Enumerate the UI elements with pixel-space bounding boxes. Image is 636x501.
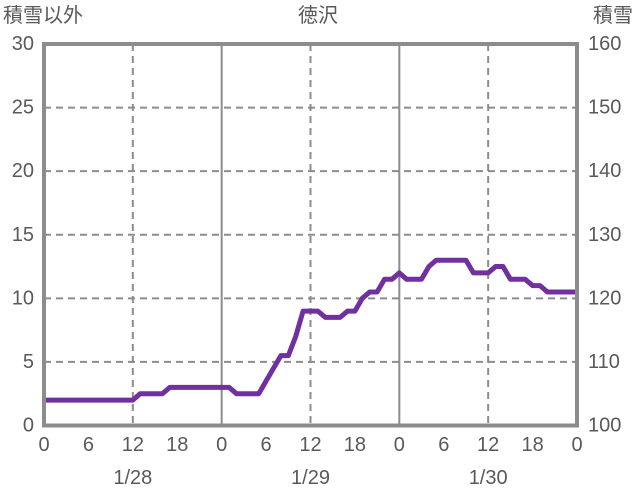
right-tick-label: 160 [588,33,621,55]
right-axis-tick-labels: 160 150 140 130 120 110 100 [588,33,621,437]
hour-tick-label: 12 [299,434,321,456]
series-lines [44,257,577,403]
hour-tick-label: 0 [216,434,227,456]
left-axis-tick-labels: 30 25 20 15 10 5 0 [12,33,34,437]
date-label: 1/30 [469,467,508,489]
right-tick-label: 150 [588,97,621,119]
gridlines [44,44,577,426]
right-tick-label: 130 [588,224,621,246]
x-axis-date-labels: 1/28 1/29 1/30 [113,467,507,489]
hour-tick-label: 18 [521,434,543,456]
hour-tick-label: 0 [571,434,582,456]
right-tick-label: 140 [588,160,621,182]
hour-tick-label: 12 [122,434,144,456]
right-tick-label: 120 [588,287,621,309]
hour-tick-label: 6 [83,434,94,456]
chart-title: 徳沢 [298,4,338,27]
hour-tick-label: 6 [261,434,272,456]
date-label: 1/29 [291,467,330,489]
left-tick-label: 5 [23,351,34,373]
hour-tick-label: 0 [38,434,49,456]
left-tick-label: 0 [23,415,34,437]
hour-tick-label: 12 [477,434,499,456]
left-tick-label: 30 [12,33,34,55]
snow-depth-line [44,257,577,403]
right-tick-label: 100 [588,415,621,437]
left-tick-label: 15 [12,224,34,246]
x-axis-tick-labels: 0 6 12 18 0 6 12 18 0 6 12 18 0 [38,434,582,456]
left-axis-title: 積雪以外 [3,4,83,27]
hour-tick-label: 18 [166,434,188,456]
hour-tick-label: 0 [394,434,405,456]
left-tick-label: 25 [12,97,34,119]
plot-border [42,42,579,428]
left-tick-label: 20 [12,160,34,182]
plot-border-rect [42,42,579,428]
date-label: 1/28 [113,467,152,489]
left-tick-label: 10 [12,287,34,309]
hour-tick-label: 6 [438,434,449,456]
hour-tick-label: 18 [344,434,366,456]
right-tick-label: 110 [588,351,620,373]
right-axis-title: 積雪 [593,4,633,27]
